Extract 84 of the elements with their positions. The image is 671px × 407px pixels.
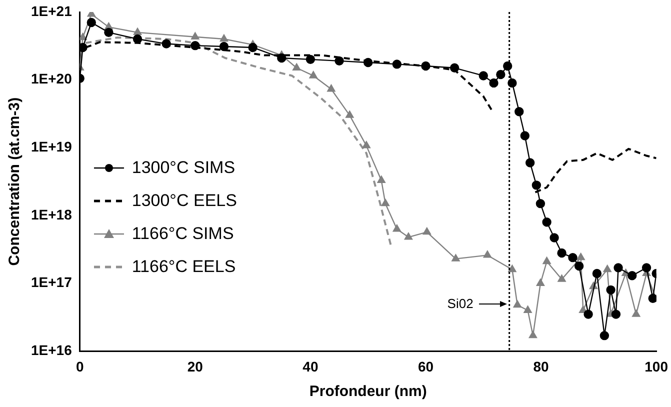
point: [80, 32, 87, 40]
point: [508, 78, 517, 88]
point: [248, 42, 258, 52]
point: [422, 227, 431, 235]
point: [502, 61, 512, 71]
point: [557, 248, 566, 258]
point: [496, 70, 506, 80]
point: [80, 42, 88, 52]
point: [190, 40, 200, 50]
point: [277, 53, 286, 63]
point: [525, 158, 535, 168]
point: [532, 180, 542, 190]
point: [611, 310, 621, 319]
point: [392, 224, 401, 232]
point: [334, 56, 344, 66]
legend-label: 1166°C EELS: [132, 257, 236, 278]
point: [536, 198, 546, 208]
point: [628, 271, 637, 280]
x-axis-title: Profondeur (nm): [309, 383, 427, 400]
x-tick-label: 0: [76, 358, 84, 374]
y-tick-label: 1E+21: [30, 2, 72, 19]
y-tick-label: 1E+16: [30, 342, 72, 358]
point: [584, 310, 593, 319]
point: [86, 18, 96, 28]
point: [452, 254, 460, 262]
legend-label: 1300°C SIMS: [132, 158, 236, 178]
point: [489, 78, 498, 88]
point: [574, 261, 584, 271]
point: [528, 330, 538, 338]
x-tick-label: 60: [418, 358, 434, 374]
point: [483, 250, 492, 258]
point: [542, 256, 551, 264]
x-tick-label: 100: [644, 358, 668, 374]
y-tick-label: 1E+19: [30, 138, 72, 155]
point: [592, 268, 602, 278]
point: [648, 294, 656, 304]
point: [632, 310, 640, 317]
point: [191, 32, 200, 40]
point: [381, 198, 390, 206]
annotation: Si02: [447, 296, 474, 311]
point: [306, 54, 316, 64]
point: [600, 330, 610, 340]
point: [513, 300, 522, 308]
point: [162, 39, 171, 48]
point: [309, 71, 318, 78]
point: [542, 217, 552, 227]
point: [606, 285, 616, 295]
y-tick-label: 1E+20: [30, 70, 72, 87]
x-tick-label: 20: [187, 358, 204, 374]
legend-label: 1300°C EELS: [132, 191, 237, 212]
point: [219, 42, 229, 52]
point: [614, 263, 623, 272]
point: [508, 264, 516, 272]
point: [220, 34, 228, 42]
y-axis-title: Concentration (at.cm-3): [6, 97, 24, 266]
y-tick-label: 1E+17: [30, 274, 72, 290]
point: [404, 232, 413, 240]
x-tick-label: 40: [302, 358, 318, 374]
point: [392, 60, 402, 69]
point: [550, 233, 559, 242]
point: [524, 306, 532, 313]
point: [104, 28, 114, 38]
point: [132, 34, 142, 44]
point: [642, 263, 652, 272]
point: [327, 84, 336, 92]
point: [363, 58, 373, 68]
point: [520, 131, 530, 140]
y-tick-label: 1E+18: [30, 206, 72, 222]
point: [346, 110, 354, 118]
point: [421, 61, 430, 71]
point: [450, 63, 460, 72]
legend-label: 1166°C SIMS: [132, 224, 234, 244]
point: [576, 252, 585, 260]
point: [568, 252, 578, 262]
x-tick-label: 80: [533, 358, 550, 374]
point: [377, 176, 386, 183]
point: [514, 107, 524, 116]
point: [536, 278, 545, 286]
point: [603, 264, 612, 272]
point: [362, 141, 370, 148]
point: [133, 28, 142, 36]
point: [558, 274, 566, 282]
point: [292, 63, 301, 70]
point: [478, 71, 488, 80]
